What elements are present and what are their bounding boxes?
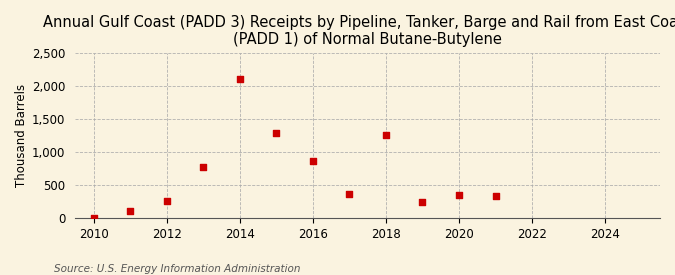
Point (417, 200, 428, 205)
Point (88, 216, 99, 220)
Point (307, 159, 318, 164)
Point (234, 77, 245, 81)
Point (344, 191, 355, 196)
Point (198, 164, 209, 169)
Point (454, 193, 464, 197)
Point (271, 131, 281, 136)
Y-axis label: Thousand Barrels: Thousand Barrels (15, 84, 28, 187)
Point (381, 133, 392, 137)
Text: Source: U.S. Energy Information Administration: Source: U.S. Energy Information Administ… (54, 264, 300, 274)
Point (490, 193, 501, 198)
Point (161, 199, 172, 204)
Title: Annual Gulf Coast (PADD 3) Receipts by Pipeline, Tanker, Barge and Rail from Eas: Annual Gulf Coast (PADD 3) Receipts by P… (43, 15, 675, 47)
Point (125, 209, 136, 214)
